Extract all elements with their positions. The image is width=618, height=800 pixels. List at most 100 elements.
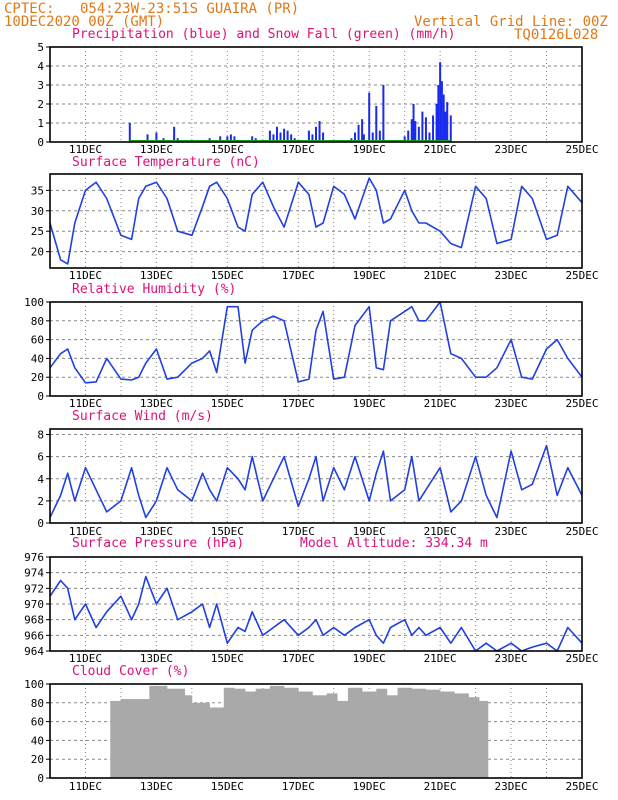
x-tick-label: 13DEC [140, 143, 173, 156]
cloud-bar [298, 691, 313, 778]
x-tick-label: 11DEC [69, 397, 102, 410]
panel-frame-pressure [49, 556, 583, 652]
cloud-bar [255, 688, 271, 778]
precip-bar [268, 130, 271, 142]
precip-bar [233, 136, 236, 142]
x-tick-label: 13DEC [140, 397, 173, 410]
header-code: TQ0126L028 [514, 27, 598, 43]
panel-temperature: Surface Temperature (nC) 20 25 30 35 11DEC 13D… [31, 155, 599, 282]
precip-bar [446, 102, 449, 142]
x-tick-label: 15DEC [211, 525, 244, 538]
cloud-bar [167, 688, 186, 778]
cloud-bar [440, 691, 455, 778]
precip-bar [226, 136, 229, 142]
cloud-bar [284, 687, 299, 778]
cloud-bar [468, 697, 480, 778]
x-tick-label: 11DEC [69, 525, 102, 538]
panel-title-precipitation: Precipitation (blue) and Snow Fall (gree… [72, 27, 456, 42]
x-tick-label: 15DEC [211, 652, 244, 665]
x-tick-label: 23DEC [495, 397, 528, 410]
precip-bar [414, 121, 417, 142]
cloud-bar [223, 687, 235, 778]
x-tick-label: 21DEC [424, 652, 457, 665]
cloud-bar [326, 693, 338, 778]
cloud-bar [454, 693, 469, 778]
precip-bar [354, 132, 357, 142]
precip-bar [432, 115, 435, 142]
precip-bar [424, 117, 427, 142]
x-tick-label: 19DEC [353, 143, 386, 156]
x-tick-label: 25DEC [565, 269, 598, 282]
series-line-humidity [49, 301, 583, 384]
x-tick-label: 11DEC [69, 269, 102, 282]
x-tick-label: 13DEC [140, 269, 173, 282]
precip-bar [382, 85, 385, 142]
panel-title-pressure: Surface Pressure (hPa) [72, 536, 244, 551]
y-tick-label: 0 [37, 772, 44, 785]
precip-bar [286, 130, 289, 142]
header-location: 054:23W-23:51S GUAIRA (PR) [80, 1, 299, 17]
header-grid-note: Vertical Grid Line: 00Z [414, 14, 608, 30]
y-tick-label: 6 [37, 451, 44, 464]
precip-bar [311, 134, 314, 142]
precip-bar [368, 92, 371, 142]
precip-bar [439, 62, 442, 143]
x-tick-label: 15DEC [211, 780, 244, 793]
cloud-bar [386, 695, 398, 778]
y-tick-label: 974 [24, 567, 44, 580]
panel-frame-humidity [49, 301, 583, 397]
series-line-temperature [49, 177, 583, 265]
x-tick-label: 15DEC [211, 269, 244, 282]
y-tick-label: 4 [37, 473, 44, 486]
x-tick-label: 21DEC [424, 525, 457, 538]
precip-bar [378, 130, 381, 142]
x-tick-label: 15DEC [211, 397, 244, 410]
x-tick-label: 25DEC [565, 780, 598, 793]
x-tick-label: 15DEC [211, 143, 244, 156]
y-tick-label: 35 [31, 184, 44, 197]
precip-bar [219, 136, 222, 142]
y-tick-label: 60 [31, 716, 44, 729]
panel-wind: Surface Wind (m/s) 0 2 4 6 8 11DEC 13DEC 15DEC 17… [37, 409, 598, 538]
precip-bar [283, 128, 286, 142]
y-tick-label: 0 [37, 390, 44, 403]
y-tick-label: 966 [24, 629, 44, 642]
x-tick-label: 13DEC [140, 780, 173, 793]
precip-bar [290, 134, 293, 142]
panel-frame-wind [49, 428, 583, 524]
precip-bar [155, 132, 158, 142]
panel-title-cloud-cover: Cloud Cover (%) [72, 664, 189, 679]
x-tick-label: 23DEC [495, 269, 528, 282]
x-tick-label: 21DEC [424, 397, 457, 410]
y-tick-label: 964 [24, 645, 44, 658]
y-tick-label: 100 [24, 296, 44, 309]
panel-cloud-cover: Cloud Cover (%) 0 20 40 60 80 100 11DEC 13DEC 15D… [24, 664, 598, 793]
y-tick-label: 8 [37, 429, 44, 442]
x-tick-label: 11DEC [69, 652, 102, 665]
y-tick-label: 40 [31, 734, 44, 747]
precip-bar [435, 104, 438, 142]
precip-bar [361, 119, 364, 142]
x-tick-label: 17DEC [282, 143, 315, 156]
precip-bar [421, 111, 424, 142]
cloud-bar [245, 691, 257, 778]
precip-bar [357, 124, 360, 142]
x-tick-label: 21DEC [424, 780, 457, 793]
y-tick-label: 1 [37, 117, 44, 130]
x-tick-label: 19DEC [353, 397, 386, 410]
y-tick-label: 972 [24, 582, 44, 595]
panel-title-wind: Surface Wind (m/s) [72, 409, 213, 424]
x-tick-label: 17DEC [282, 525, 315, 538]
cloud-bar [347, 687, 363, 778]
panel-humidity: Relative Humidity (%) 0 20 40 60 80 100 11DEC 13… [24, 282, 598, 410]
y-tick-label: 60 [31, 334, 44, 347]
panel-title-humidity: Relative Humidity (%) [72, 282, 236, 297]
cloud-bar [312, 695, 327, 778]
x-tick-label: 23DEC [495, 780, 528, 793]
x-tick-label: 23DEC [495, 525, 528, 538]
series-line-wind [49, 444, 583, 519]
panel-pressure: Surface Pressure (hPa) Model Altitude: 33… [24, 536, 598, 665]
panel-precipitation: Precipitation (blue) and Snow Fall (gree… [37, 27, 598, 156]
cloud-bar [269, 685, 285, 778]
cloud-bar [110, 700, 122, 778]
